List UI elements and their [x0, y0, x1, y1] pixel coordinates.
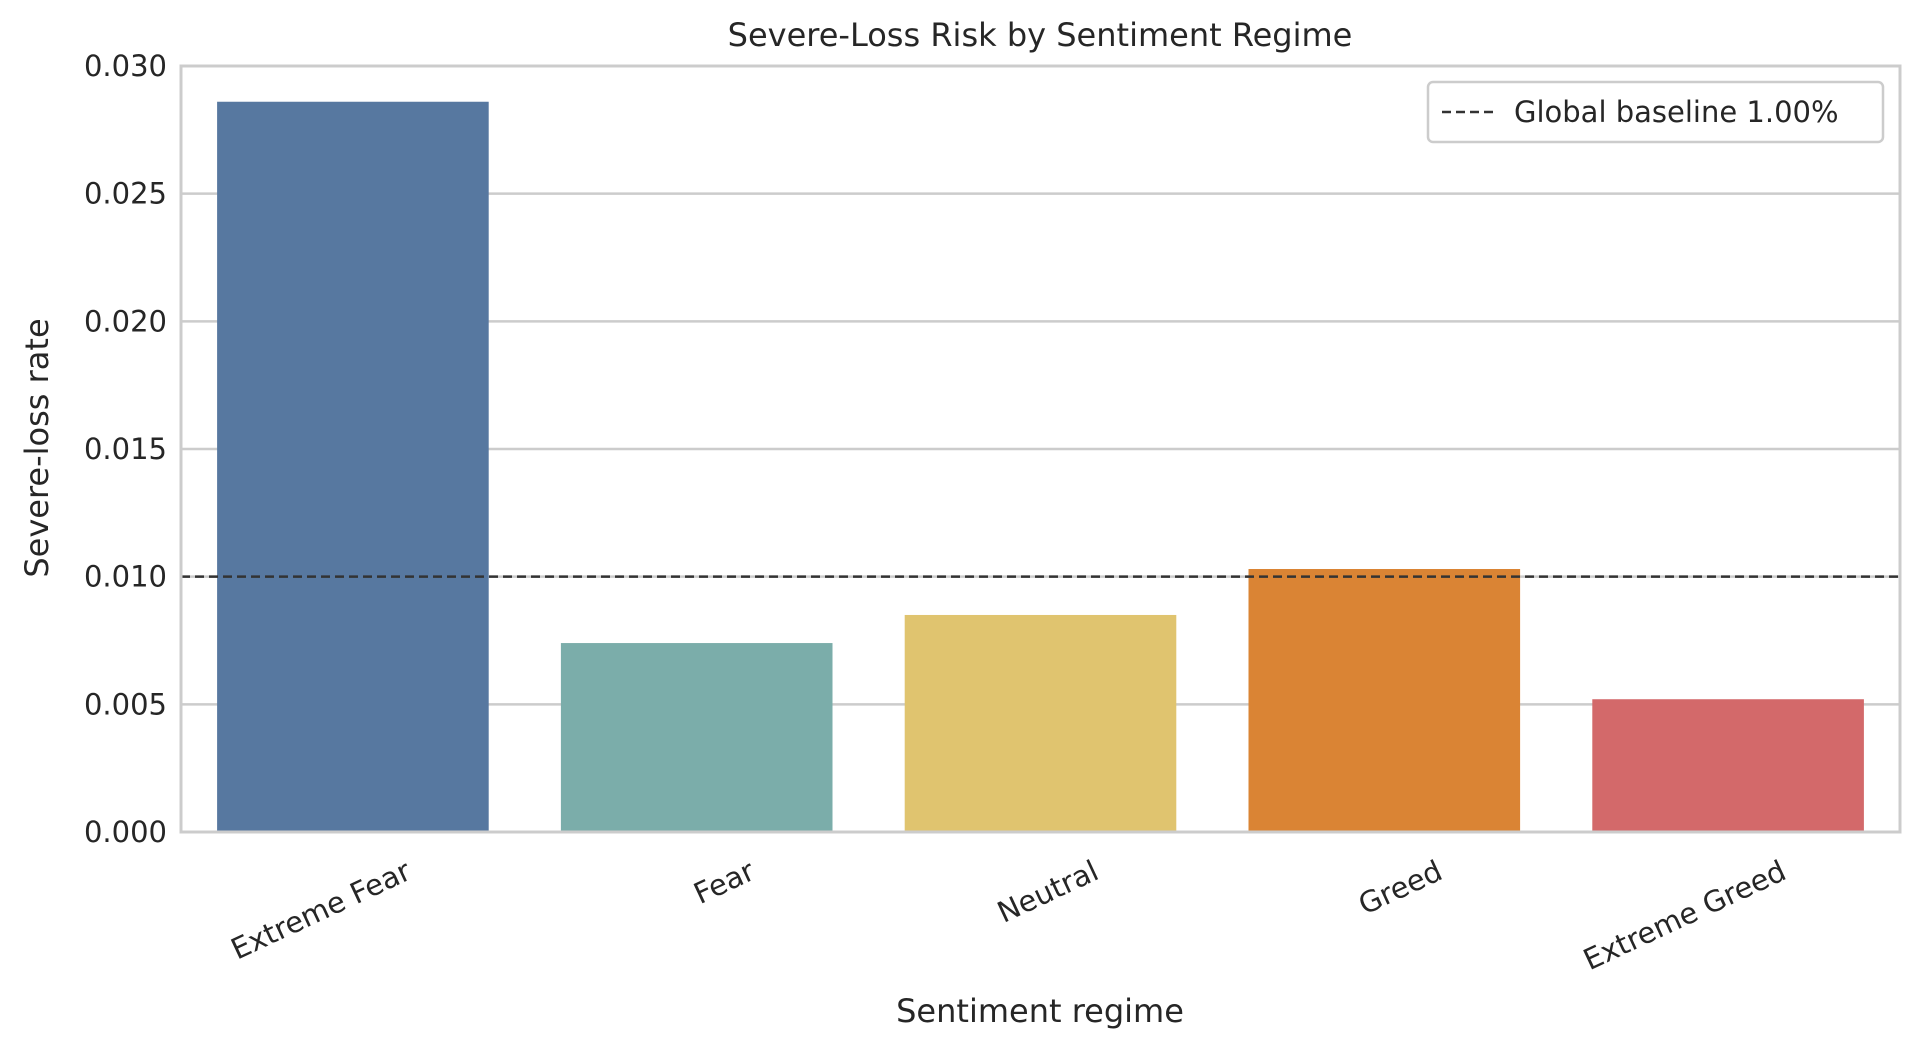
legend-box: [1426, 80, 1885, 144]
y-tick-label: 0.030: [84, 49, 167, 83]
y-axis-label: Severe-loss rate: [18, 318, 56, 577]
y-tick-label: 0.025: [84, 177, 167, 211]
bar: [217, 101, 489, 833]
plot-frame: [179, 64, 1902, 834]
legend-label: Global baseline 1.00%: [1514, 95, 1839, 129]
y-tick-label: 0.000: [84, 815, 167, 849]
chart-title: Severe-Loss Risk by Sentiment Regime: [728, 16, 1353, 54]
y-tick-label: 0.010: [84, 560, 167, 594]
bar: [904, 614, 1177, 832]
bar: [1248, 569, 1521, 832]
y-tick-label: 0.020: [84, 304, 167, 338]
bar: [1592, 699, 1864, 832]
bar: [560, 643, 833, 832]
y-tick-label: 0.005: [84, 687, 167, 721]
y-tick-label: 0.015: [84, 432, 167, 466]
x-axis-label: Sentiment regime: [896, 992, 1184, 1030]
